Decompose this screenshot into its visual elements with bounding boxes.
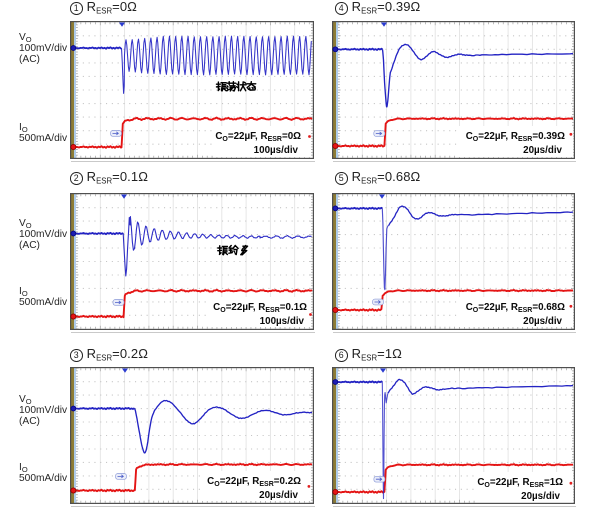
svg-text:100µs/div: 100µs/div	[260, 316, 305, 327]
svg-text:20µs/div: 20µs/div	[259, 490, 298, 501]
svg-text:CO​=22µF, RESR​=1Ω: CO​=22µF, RESR​=1Ω	[477, 477, 563, 489]
svg-text:20µs/div: 20µs/div	[523, 145, 562, 156]
svg-text:20µs/div: 20µs/div	[521, 491, 560, 502]
svg-text:CO​=22µF, RESR​=0.2Ω: CO​=22µF, RESR​=0.2Ω	[207, 476, 301, 488]
svg-text:CO​=22µF, RESR​=0.1Ω: CO​=22µF, RESR​=0.1Ω	[213, 302, 307, 314]
svg-text:100µs/div: 100µs/div	[254, 145, 299, 156]
svg-text:CO​=22µF, RESR​=0Ω: CO​=22µF, RESR​=0Ω	[215, 131, 301, 143]
svg-text:CO​=22µF, RESR​=0.68Ω: CO​=22µF, RESR​=0.68Ω	[466, 302, 565, 314]
svg-text:CO​=22µF, RESR​=0.39Ω: CO​=22µF, RESR​=0.39Ω	[466, 131, 565, 143]
svg-text:20µs/div: 20µs/div	[523, 316, 562, 327]
